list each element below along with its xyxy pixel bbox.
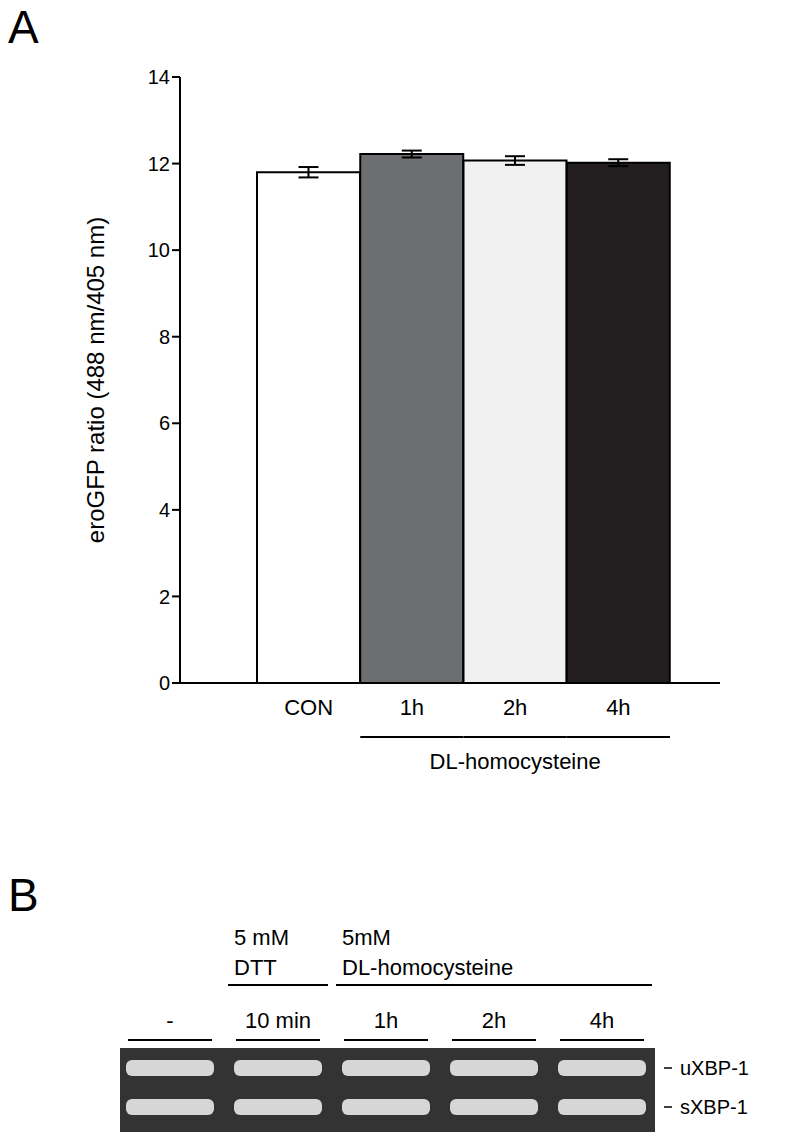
- svg-text:DL-homocysteine: DL-homocysteine: [430, 749, 601, 774]
- svg-text:4h: 4h: [606, 695, 630, 720]
- svg-text:12: 12: [148, 153, 170, 175]
- svg-text:1h: 1h: [400, 695, 424, 720]
- svg-text:10: 10: [148, 239, 170, 261]
- svg-text:0: 0: [159, 672, 170, 694]
- svg-text:sXBP-1: sXBP-1: [680, 1096, 748, 1118]
- svg-text:6: 6: [159, 412, 170, 434]
- html-text:A: A: [8, 1, 39, 53]
- svg-text:eroGFP ratio (488 nm/405 nm): eroGFP ratio (488 nm/405 nm): [82, 217, 109, 543]
- svg-text:DTT: DTT: [234, 955, 277, 980]
- svg-text:4: 4: [159, 499, 170, 521]
- svg-text:1h: 1h: [374, 1008, 398, 1033]
- svg-text:2h: 2h: [482, 1008, 506, 1033]
- svg-text:10 min: 10 min: [245, 1008, 311, 1033]
- svg-text:14: 14: [148, 66, 170, 88]
- svg-text:2: 2: [159, 586, 170, 608]
- svg-text:-: -: [166, 1008, 173, 1033]
- svg-text:CON: CON: [284, 695, 333, 720]
- svg-text:DL-homocysteine: DL-homocysteine: [342, 955, 513, 980]
- html-text:B: B: [8, 869, 39, 921]
- svg-text:2h: 2h: [503, 695, 527, 720]
- svg-text:4h: 4h: [590, 1008, 614, 1033]
- svg-text:8: 8: [159, 326, 170, 348]
- svg-text:5mM: 5mM: [342, 925, 391, 950]
- svg-text:5 mM: 5 mM: [234, 925, 289, 950]
- svg-text:uXBP-1: uXBP-1: [680, 1057, 749, 1079]
